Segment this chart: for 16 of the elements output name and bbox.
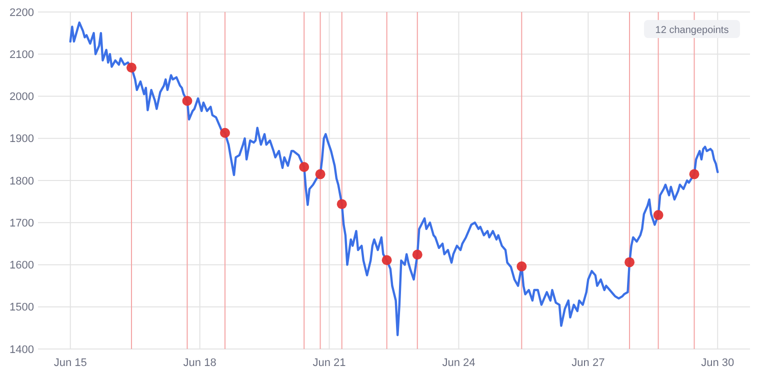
y-tick-label: 1800 [10,175,34,188]
x-tick-label: Jun 27 [572,357,605,369]
annotation: 12 changepoints [655,25,729,36]
y-tick-label: 2100 [10,48,34,61]
y-tick-label: 1700 [10,217,34,230]
x-tick-label: Jun 24 [442,357,476,369]
y-tick-label: 2000 [10,91,34,104]
y-tick-label: 1500 [10,302,34,314]
y-tick-label: 2200 [10,6,34,19]
x-tick-label: Jun 21 [312,357,346,369]
x-tick-label: Jun 15 [54,357,87,369]
y-tick-label: 1900 [10,133,34,146]
x-tick-label: Jun 18 [183,357,216,369]
y-tick-label: 1400 [10,344,34,356]
x-tick-label: Jun 30 [701,357,734,369]
y-tick-label: 1600 [10,260,34,272]
